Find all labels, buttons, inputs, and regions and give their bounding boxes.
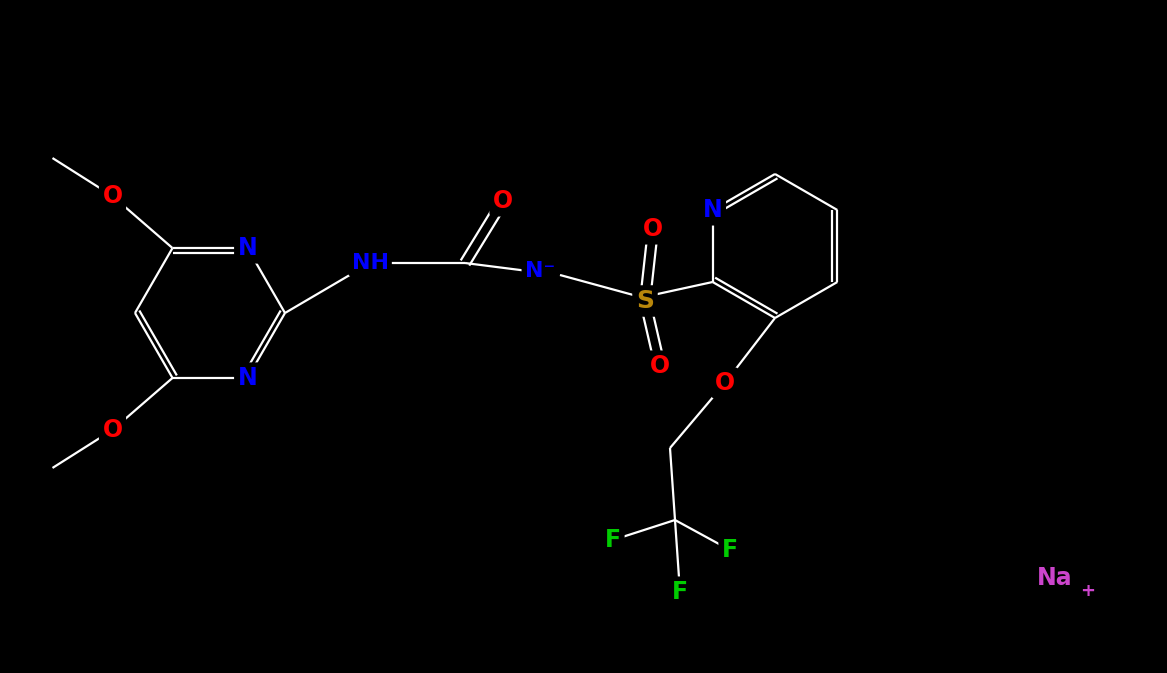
Text: N: N	[238, 366, 258, 390]
Text: O: O	[650, 354, 670, 378]
Text: N: N	[703, 198, 722, 222]
Text: F: F	[672, 580, 689, 604]
Text: O: O	[715, 371, 735, 395]
Text: N: N	[238, 236, 258, 260]
Text: F: F	[722, 538, 738, 562]
Text: F: F	[605, 528, 621, 552]
Text: Na: Na	[1037, 566, 1072, 590]
Text: O: O	[103, 418, 123, 442]
Text: N⁻: N⁻	[525, 261, 555, 281]
Text: NH: NH	[351, 253, 389, 273]
Text: O: O	[643, 217, 663, 241]
Text: S: S	[636, 289, 654, 313]
Text: O: O	[103, 184, 123, 208]
Text: +: +	[1079, 582, 1095, 600]
Text: O: O	[492, 189, 513, 213]
